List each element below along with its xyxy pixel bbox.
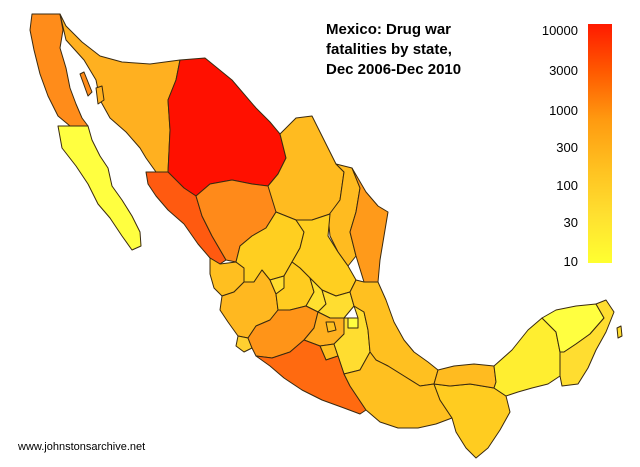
island-angel-de-la-guarda — [79, 71, 93, 97]
state-colima — [235, 335, 253, 353]
legend-tick-100: 100 — [556, 178, 578, 193]
source-credit: www.johnstonsarchive.net — [18, 441, 146, 453]
map-title-line-2: fatalities by state, — [326, 41, 452, 58]
state-chihuahua — [167, 57, 287, 197]
legend-tick-3000: 3000 — [549, 63, 578, 78]
island-tiburon — [95, 85, 105, 105]
state-tabasco — [433, 363, 497, 389]
map-title-line-1: Mexico: Drug war — [326, 21, 452, 38]
legend-tick-1000: 1000 — [549, 103, 578, 118]
legend-tick-300: 300 — [556, 140, 578, 155]
legend-tick-10: 10 — [563, 254, 578, 269]
state-baja-california — [29, 13, 89, 127]
legend-color-bar — [588, 24, 612, 263]
state-campeche — [493, 317, 561, 397]
state-distrito-federal — [325, 321, 337, 333]
state-quintana-roo — [559, 299, 615, 387]
legend-tick-10000: 10000 — [541, 23, 578, 38]
state-baja-california-sur — [57, 125, 142, 251]
island-cozumel — [616, 325, 623, 339]
state-tlaxcala — [347, 317, 359, 329]
legend-tick-30: 30 — [563, 215, 578, 230]
map-title-line-3: Dec 2006-Dec 2010 — [326, 61, 462, 78]
